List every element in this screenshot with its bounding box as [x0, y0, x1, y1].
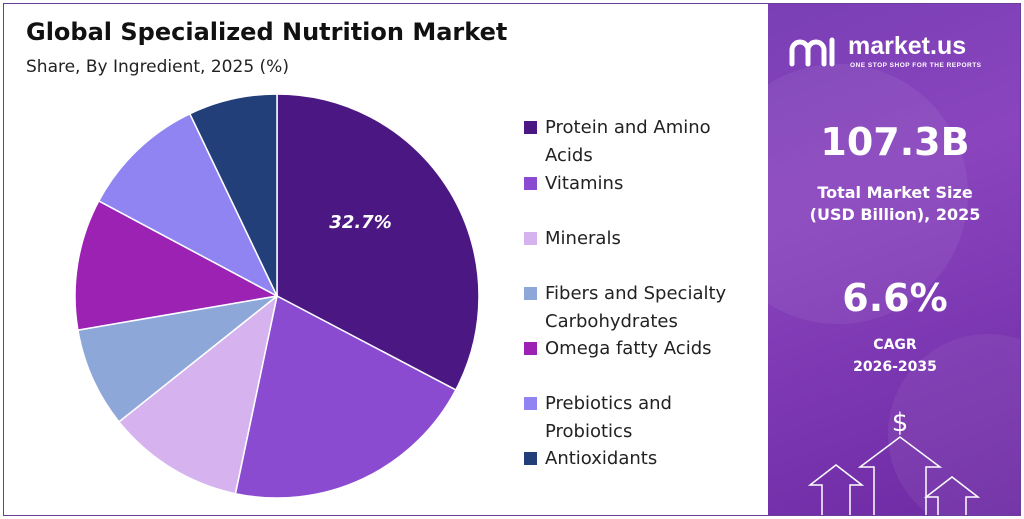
legend-item: Fibers and Specialty Carbohydrates	[524, 280, 760, 336]
dollar-icon: $	[892, 408, 909, 438]
pie-slice	[74, 199, 280, 331]
legend-item: Vitamins	[524, 170, 760, 198]
pie-slice	[188, 93, 278, 297]
cagr-value: 6.6%	[842, 276, 948, 320]
cagr-label-line2: 2026-2035	[853, 359, 937, 375]
legend-swatch	[524, 121, 537, 134]
summary-panel: market.us ONE STOP SHOP FOR THE REPORTS …	[768, 4, 1020, 515]
legend-label: Minerals	[545, 228, 621, 249]
pie-labels: 32.7%	[329, 212, 391, 233]
background-circle	[768, 64, 968, 324]
up-arrow-icon	[808, 464, 865, 515]
market-size-label-line1: Total Market Size	[817, 183, 973, 202]
brand-name: market.us	[848, 32, 967, 60]
brand-tagline: ONE STOP SHOP FOR THE REPORTS	[850, 62, 982, 69]
legend-swatch	[524, 232, 537, 245]
pie-slice-label: 32.7%	[329, 212, 391, 233]
legend-item: Protein and Amino Acids	[524, 114, 760, 170]
legend-swatch	[524, 342, 537, 355]
legend-label: Fibers and Specialty Carbohydrates	[545, 283, 727, 332]
market-size-label-line2: (USD Billion), 2025	[809, 205, 981, 224]
legend-item: Omega fatty Acids	[524, 335, 760, 363]
chart-card: Global Specialized Nutrition Market Shar…	[3, 3, 1021, 516]
market-us-logo-icon	[789, 37, 835, 67]
cagr-label-line1: CAGR	[873, 337, 917, 353]
pie-slice	[97, 112, 279, 298]
legend-item: Antioxidants	[524, 445, 760, 473]
up-arrow-icon	[923, 476, 981, 515]
legend-swatch	[524, 452, 537, 465]
pie-slice	[234, 294, 457, 499]
market-size-value: 107.3B	[820, 120, 970, 164]
chart-title: Global Specialized Nutrition Market	[26, 18, 508, 46]
market-size-label: Total Market Size (USD Billion), 2025	[768, 182, 1020, 226]
legend-item: Minerals	[524, 225, 760, 253]
pie-slices	[74, 93, 480, 499]
growth-illustration: $	[808, 408, 981, 515]
pie-chart: 32.7%	[74, 93, 480, 499]
legend-item: Prebiotics and Probiotics	[524, 390, 760, 446]
legend-label: Protein and Amino Acids	[545, 117, 711, 166]
chart-subtitle: Share, By Ingredient, 2025 (%)	[26, 57, 289, 77]
legend-label: Prebiotics and Probiotics	[545, 393, 672, 442]
legend-swatch	[524, 397, 537, 410]
up-arrow-icon	[857, 436, 943, 515]
pie-slice	[276, 93, 480, 391]
cagr-label: CAGR 2026-2035	[768, 334, 1020, 378]
pie-slice	[77, 295, 278, 423]
legend-swatch	[524, 177, 537, 190]
legend-label: Omega fatty Acids	[545, 338, 712, 359]
pie-slice	[117, 294, 279, 495]
legend-label: Vitamins	[545, 173, 624, 194]
brand-logo: market.us ONE STOP SHOP FOR THE REPORTS	[786, 32, 1006, 72]
legend-label: Antioxidants	[545, 448, 658, 469]
legend-swatch	[524, 287, 537, 300]
